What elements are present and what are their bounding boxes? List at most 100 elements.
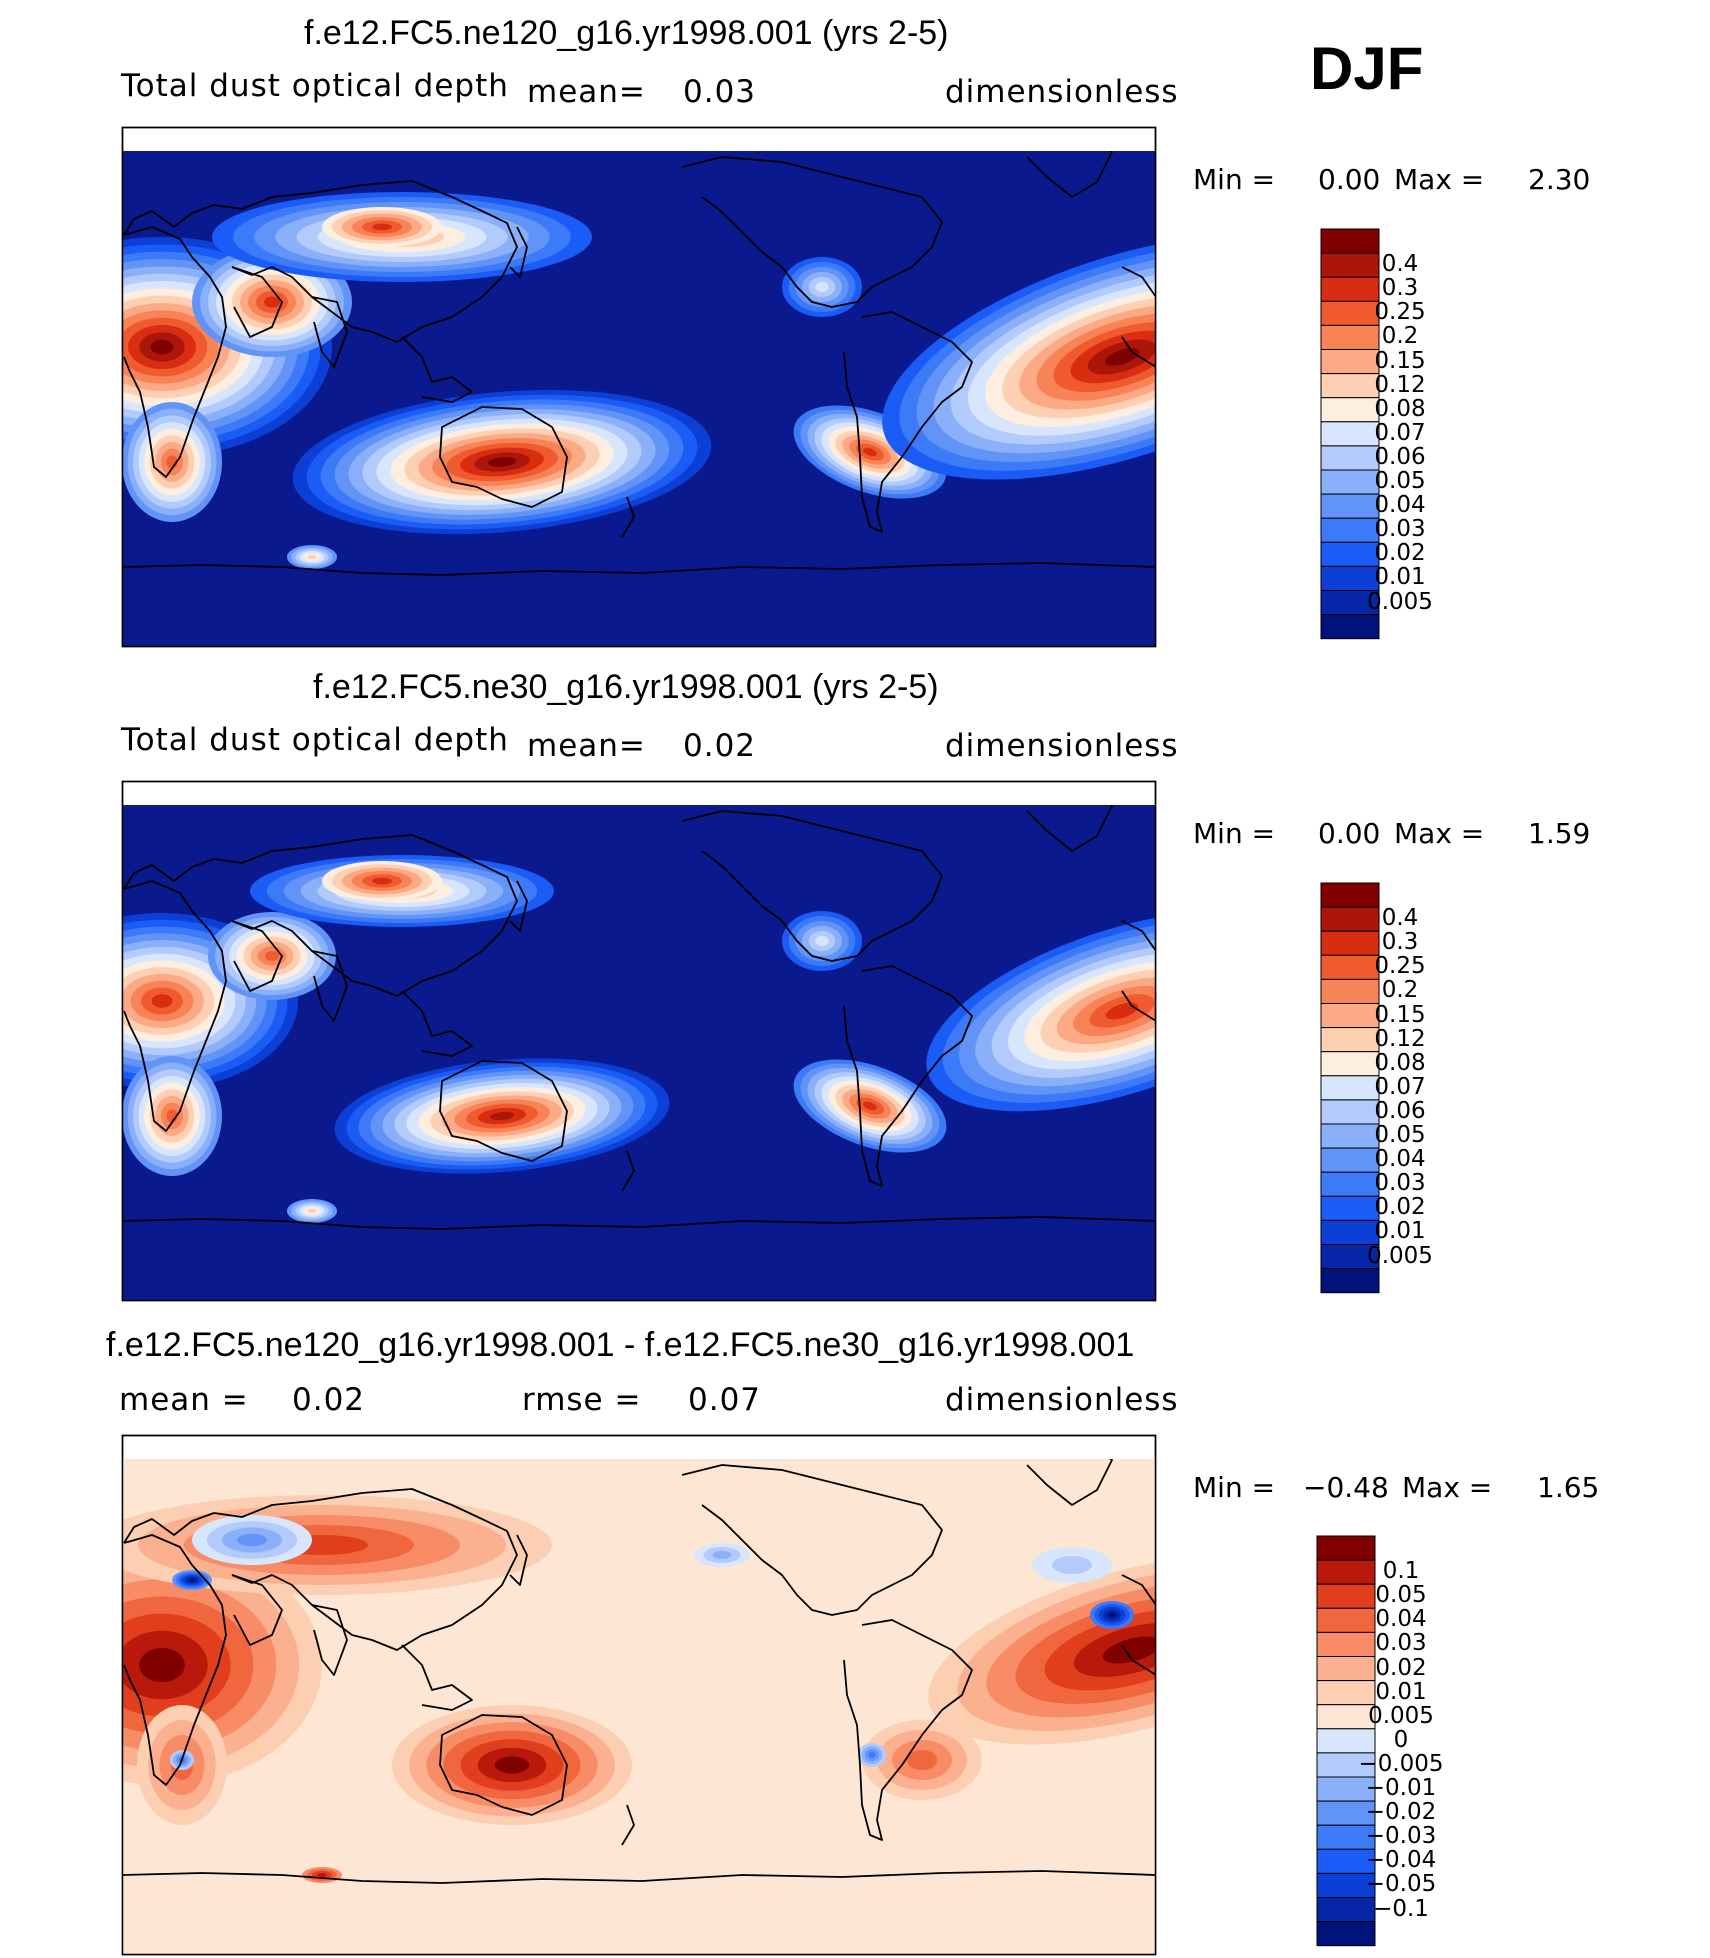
panel3-map-coastline xyxy=(439,1714,568,1816)
panel1-max-label: Max = xyxy=(1394,163,1485,196)
panel1-colorbar-label: 0.4 xyxy=(1381,251,1419,278)
panel3-map-coastline xyxy=(231,1574,283,1646)
panel1-colorbar-label: 0.04 xyxy=(1374,492,1426,519)
panel3-map-diff-neg-greenland xyxy=(1052,1556,1092,1574)
panel3-map-coastline xyxy=(401,1644,473,1711)
panel1-map xyxy=(121,126,1157,648)
panel2-colorbar-swatch xyxy=(1320,1147,1380,1173)
panel3-colorbar-label: 0 xyxy=(1393,1726,1409,1753)
panel1-min-label: Min = xyxy=(1193,163,1276,196)
panel2-mean-value: 0.02 xyxy=(683,728,757,764)
panel3-map-diff-neg-sahel xyxy=(1107,1612,1117,1618)
panel2-map-coastline xyxy=(1121,990,1155,1022)
panel2-map-dust-andes xyxy=(863,1101,877,1111)
panel2-colorbar-label: 0.06 xyxy=(1374,1097,1426,1124)
panel1-map-dust-antarctic xyxy=(307,555,317,559)
panel2-map-coastline xyxy=(621,1150,635,1192)
panel3-map-diff-andes xyxy=(907,1750,937,1770)
panel1-colorbar-swatch xyxy=(1320,517,1380,543)
panel3-rmse-label: rmse = xyxy=(522,1382,642,1418)
panel3-map-diff-atlantic xyxy=(1102,1636,1155,1664)
panel3-colorbar-label: −0.04 xyxy=(1365,1847,1437,1874)
panel2-colorbar-swatch xyxy=(1320,1195,1380,1221)
panel3-map-coastline xyxy=(843,1619,973,1841)
panel2-colorbar-label: 0.3 xyxy=(1381,929,1419,956)
panel1-colorbar-label: 0.3 xyxy=(1381,275,1419,302)
panel2-max-label: Max = xyxy=(1394,817,1485,850)
panel1-map-border xyxy=(121,126,1157,648)
panel1-map-field xyxy=(123,151,1155,646)
panel1-map-coastline xyxy=(311,296,348,368)
panel2-colorbar xyxy=(1320,882,1380,1294)
panel3-colorbar-swatch xyxy=(1316,1921,1376,1947)
panel3-colorbar-swatch xyxy=(1316,1872,1376,1898)
panel1-map-coastline xyxy=(1026,151,1113,198)
panel2-colorbar-label: 0.2 xyxy=(1381,977,1419,1004)
panel3-colorbar-swatch xyxy=(1316,1848,1376,1874)
panel2-colorbar-swatch xyxy=(1320,1268,1380,1294)
panel3-map-coastline xyxy=(123,1870,1155,1884)
panel2-map-coastline xyxy=(1121,920,1155,952)
panel3-colorbar xyxy=(1316,1535,1376,1947)
panel1-colorbar-swatch xyxy=(1320,493,1380,519)
panel2-min-value: 0.00 xyxy=(1318,817,1381,850)
panel2-mean-label: mean= xyxy=(527,728,646,764)
panel1-colorbar-swatch xyxy=(1320,421,1380,447)
panel1-map-coastline xyxy=(621,496,635,538)
panel3-mean-value: 0.02 xyxy=(292,1382,366,1418)
panel1-map-coastline xyxy=(681,156,943,308)
panel1-title: f.e12.FC5.ne120_g16.yr1998.001 (yrs 2-5) xyxy=(304,14,949,52)
panel3-map-coastline xyxy=(621,1804,635,1846)
panel1-map-coastline xyxy=(843,311,973,533)
panel2-colorbar-swatch xyxy=(1320,1244,1380,1270)
panel1-colorbar-label: 0.15 xyxy=(1374,347,1426,374)
panel2-colorbar-label: 0.05 xyxy=(1374,1122,1426,1148)
panel2-map-border xyxy=(121,780,1157,1302)
panel3-map-coastline xyxy=(1121,1644,1155,1676)
panel2-map-coastline xyxy=(123,880,227,1132)
panel2-map-dust-sahara xyxy=(151,994,173,1008)
panel2-colorbar-swatch xyxy=(1320,978,1380,1005)
panel2-map-coastline xyxy=(231,920,283,992)
panel3-max-value: 1.65 xyxy=(1537,1471,1600,1504)
panel3-min-value: −0.48 xyxy=(1303,1471,1389,1504)
panel1-map-coastline xyxy=(123,226,227,478)
panel1-colorbar-swatch xyxy=(1320,397,1380,423)
panel2-title: f.e12.FC5.ne30_g16.yr1998.001 (yrs 2-5) xyxy=(313,668,939,706)
panel2-map-coastline xyxy=(439,1060,568,1162)
panel2-colorbar-swatch xyxy=(1320,1219,1380,1245)
panel3-colorbar-swatch xyxy=(1316,1583,1376,1609)
panel2-colorbar-label: 0.01 xyxy=(1374,1218,1426,1245)
panel2-colorbar-swatch xyxy=(1320,1171,1380,1197)
panel3-colorbar-label: −0.01 xyxy=(1365,1775,1437,1801)
panel1-map-dust-mexico xyxy=(815,282,829,292)
panel3-map-diff-neg-namerica xyxy=(712,1551,732,1559)
panel3-colorbar-label: −0.005 xyxy=(1358,1750,1444,1777)
panel1-units: dimensionless xyxy=(945,74,1179,110)
panel3-colorbar-label: 0.1 xyxy=(1382,1558,1420,1585)
panel1-map-coastline xyxy=(509,226,528,278)
panel3-colorbar-swatch xyxy=(1316,1752,1376,1778)
panel2-map-dust-taklimakan xyxy=(372,877,392,885)
panel3-colorbar-label: 0.02 xyxy=(1375,1654,1427,1681)
panel2-map-coastline xyxy=(123,834,518,997)
panel3-map-diff-neg-andes xyxy=(868,1752,876,1758)
panel1-colorbar-label: 0.005 xyxy=(1367,588,1433,615)
panel1-colorbar-label: 0.05 xyxy=(1374,468,1426,494)
panel2-colorbar-swatch xyxy=(1320,1075,1380,1101)
panel2-colorbar-label: 0.07 xyxy=(1374,1073,1426,1100)
panel1-colorbar-label: 0.02 xyxy=(1374,540,1426,567)
panel1-map-coastline xyxy=(231,266,283,338)
panel2-map-coastline xyxy=(509,880,528,932)
panel3-min-label: Min = xyxy=(1193,1471,1276,1504)
panel1-mean-value: 0.03 xyxy=(683,74,757,110)
panel1-colorbar xyxy=(1320,228,1380,640)
panel2-map-coastline xyxy=(843,965,973,1187)
panel3-units: dimensionless xyxy=(945,1382,1179,1418)
season-label: DJF xyxy=(1310,35,1424,102)
panel3-map-coastline xyxy=(509,1534,528,1586)
panel2-colorbar-label: 0.4 xyxy=(1381,905,1419,932)
panel1-variable: Total dust optical depth xyxy=(121,68,509,104)
panel3-colorbar-label: −0.1 xyxy=(1373,1895,1429,1922)
panel3-map-field xyxy=(123,1459,1155,1954)
